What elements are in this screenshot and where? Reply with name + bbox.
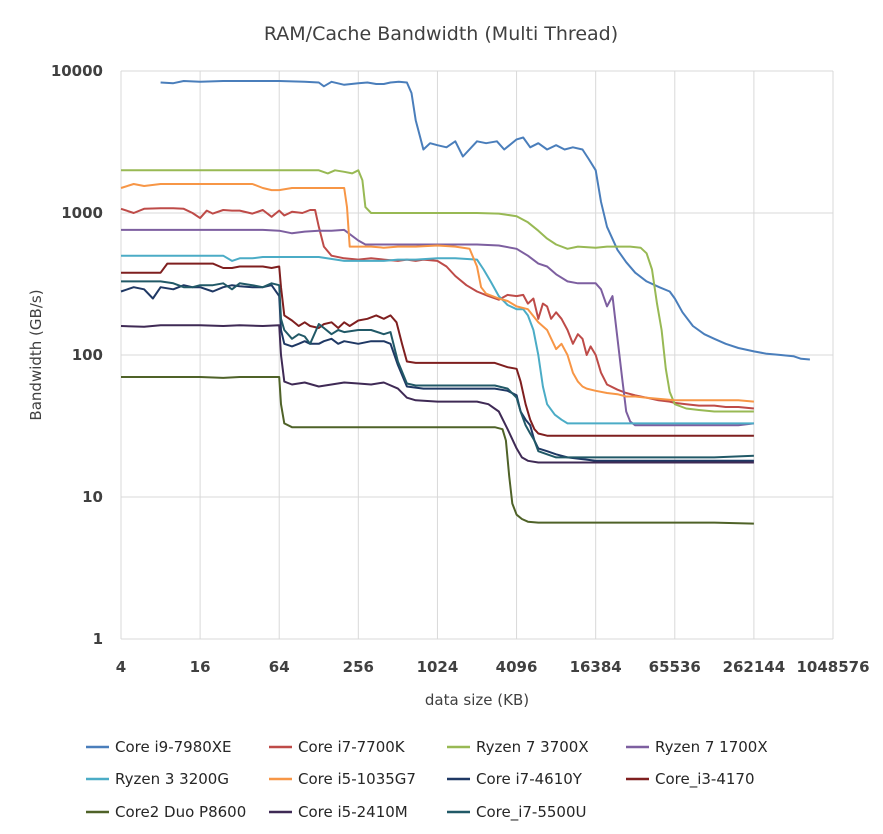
x-tick-label: 262144 bbox=[723, 658, 786, 676]
legend: Core i9-7980XE Core i7-7700K Ryzen 7 3700X… bbox=[86, 738, 768, 822]
y-tick-labels: 1 10 100 1000 10000 bbox=[51, 62, 103, 648]
legend-label-2: Ryzen 7 3700X bbox=[476, 738, 589, 756]
legend-label-10: Core_i7-5500U bbox=[476, 803, 587, 822]
y-tick-label: 10 bbox=[82, 488, 103, 506]
y-axis-label: Bandwidth (GB/s) bbox=[27, 289, 45, 420]
series-line-4 bbox=[121, 254, 754, 425]
x-tick-labels: 4 16 64 256 1024 4096 16384 65536 262144 1048576 bbox=[116, 658, 870, 676]
x-tick-label: 4 bbox=[116, 658, 126, 676]
legend-label-4: Ryzen 3 3200G bbox=[115, 770, 229, 788]
series-line-3 bbox=[121, 228, 755, 427]
y-tick-label: 10000 bbox=[51, 62, 103, 80]
x-tick-label: 16 bbox=[190, 658, 211, 676]
series-line-7 bbox=[121, 262, 754, 437]
series-line-1 bbox=[120, 207, 754, 410]
legend-label-7: Core_i3-4170 bbox=[655, 770, 755, 789]
y-tick-label: 100 bbox=[72, 346, 103, 364]
chart-title: RAM/Cache Bandwidth (Multi Thread) bbox=[264, 23, 618, 45]
y-tick-label: 1000 bbox=[61, 204, 103, 222]
legend-label-5: Core i5-1035G7 bbox=[298, 770, 416, 788]
series-line-2 bbox=[121, 169, 754, 413]
series-line-5 bbox=[120, 183, 754, 403]
y-tick-label: 1 bbox=[93, 630, 103, 648]
x-tick-label: 65536 bbox=[649, 658, 701, 676]
x-tick-label: 64 bbox=[269, 658, 290, 676]
x-tick-label: 1048576 bbox=[796, 658, 869, 676]
series-line-10 bbox=[121, 280, 754, 459]
x-tick-label: 16384 bbox=[570, 658, 622, 676]
legend-label-8: Core2 Duo P8600 bbox=[115, 803, 246, 821]
legend-label-6: Core i7-4610Y bbox=[476, 770, 583, 788]
legend-label-0: Core i9-7980XE bbox=[115, 738, 232, 756]
x-tick-label: 4096 bbox=[496, 658, 538, 676]
legend-label-1: Core i7-7700K bbox=[298, 738, 406, 756]
x-tick-label: 1024 bbox=[417, 658, 459, 676]
legend-label-3: Ryzen 7 1700X bbox=[655, 738, 768, 756]
x-axis-label: data size (KB) bbox=[425, 691, 529, 709]
x-tick-label: 256 bbox=[343, 658, 374, 676]
series-line-8 bbox=[121, 376, 754, 525]
series-line-0 bbox=[160, 80, 810, 361]
legend-label-9: Core i5-2410M bbox=[298, 803, 408, 821]
series-line-9 bbox=[120, 324, 754, 464]
series-lines bbox=[120, 80, 810, 525]
